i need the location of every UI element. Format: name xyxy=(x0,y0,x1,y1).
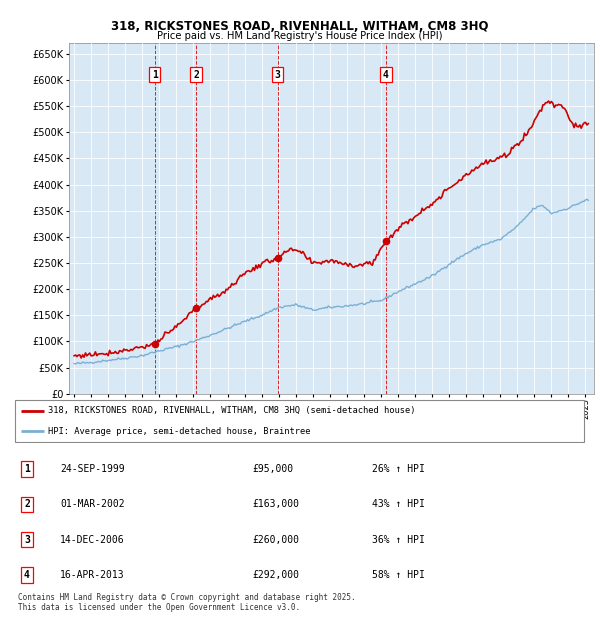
Text: £95,000: £95,000 xyxy=(252,464,293,474)
Text: 2: 2 xyxy=(24,499,30,509)
Text: £260,000: £260,000 xyxy=(252,534,299,544)
Text: 26% ↑ HPI: 26% ↑ HPI xyxy=(372,464,425,474)
Text: 2: 2 xyxy=(193,70,199,80)
Text: 58% ↑ HPI: 58% ↑ HPI xyxy=(372,570,425,580)
Text: 318, RICKSTONES ROAD, RIVENHALL, WITHAM, CM8 3HQ: 318, RICKSTONES ROAD, RIVENHALL, WITHAM,… xyxy=(111,20,489,33)
Text: £163,000: £163,000 xyxy=(252,499,299,509)
Text: 3: 3 xyxy=(275,70,281,80)
Text: 318, RICKSTONES ROAD, RIVENHALL, WITHAM, CM8 3HQ (semi-detached house): 318, RICKSTONES ROAD, RIVENHALL, WITHAM,… xyxy=(48,406,415,415)
Text: Price paid vs. HM Land Registry's House Price Index (HPI): Price paid vs. HM Land Registry's House … xyxy=(157,31,443,41)
Text: 4: 4 xyxy=(24,570,30,580)
Text: 4: 4 xyxy=(383,70,389,80)
Text: 36% ↑ HPI: 36% ↑ HPI xyxy=(372,534,425,544)
Text: 43% ↑ HPI: 43% ↑ HPI xyxy=(372,499,425,509)
Text: 1: 1 xyxy=(152,70,158,80)
Text: Contains HM Land Registry data © Crown copyright and database right 2025.
This d: Contains HM Land Registry data © Crown c… xyxy=(18,593,356,612)
Text: 24-SEP-1999: 24-SEP-1999 xyxy=(60,464,125,474)
Text: 3: 3 xyxy=(24,534,30,544)
Text: HPI: Average price, semi-detached house, Braintree: HPI: Average price, semi-detached house,… xyxy=(48,427,310,436)
Text: 01-MAR-2002: 01-MAR-2002 xyxy=(60,499,125,509)
Text: 14-DEC-2006: 14-DEC-2006 xyxy=(60,534,125,544)
Text: 1: 1 xyxy=(24,464,30,474)
Text: £292,000: £292,000 xyxy=(252,570,299,580)
FancyBboxPatch shape xyxy=(15,401,584,441)
Text: 16-APR-2013: 16-APR-2013 xyxy=(60,570,125,580)
